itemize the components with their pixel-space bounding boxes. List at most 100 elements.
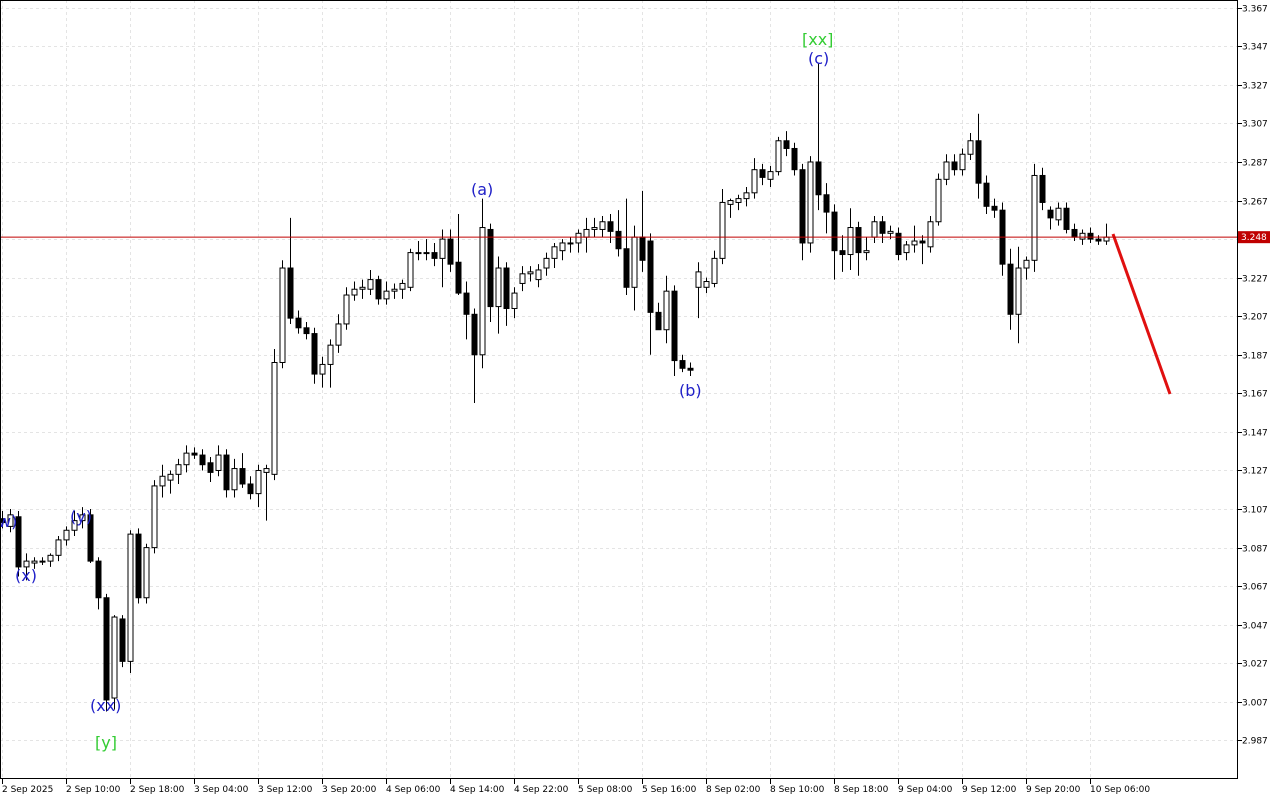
y-tick-label: 3.367 bbox=[1242, 5, 1268, 15]
candle-body bbox=[407, 252, 414, 288]
candle-body bbox=[255, 469, 262, 495]
candle-body bbox=[783, 140, 790, 149]
y-tick-label: 3.107 bbox=[1242, 506, 1268, 516]
candle-body bbox=[431, 252, 438, 259]
candle-body bbox=[79, 514, 86, 522]
candle-body bbox=[559, 242, 566, 252]
candle-body bbox=[415, 252, 422, 255]
candle-body bbox=[631, 236, 638, 288]
candle-body bbox=[919, 240, 926, 244]
candle-body bbox=[15, 516, 22, 568]
candle-body bbox=[663, 290, 670, 331]
candle-body bbox=[735, 198, 742, 203]
candle-body bbox=[167, 473, 174, 481]
candles bbox=[0, 63, 1110, 712]
y-tick-label: 3.007 bbox=[1242, 699, 1268, 709]
x-tick-label: 3 Sep 20:00 bbox=[322, 785, 377, 795]
candle-body bbox=[47, 554, 54, 562]
candle-body bbox=[1055, 207, 1062, 221]
candle-body bbox=[55, 539, 62, 556]
candle-body bbox=[1023, 259, 1030, 269]
candle-body bbox=[767, 171, 774, 180]
candle-body bbox=[1071, 228, 1078, 238]
candle-body bbox=[935, 178, 942, 223]
y-tick-label: 3.307 bbox=[1242, 120, 1268, 130]
candle-body bbox=[319, 363, 326, 375]
candle-body bbox=[711, 257, 718, 284]
x-tick-label: 8 Sep 18:00 bbox=[834, 785, 889, 795]
candle-body bbox=[1007, 263, 1014, 315]
candle-body bbox=[951, 161, 958, 171]
candle-body bbox=[879, 221, 886, 234]
candle-body bbox=[751, 169, 758, 194]
candle-body bbox=[815, 161, 822, 196]
candle-body bbox=[903, 244, 910, 254]
x-tick-label: 4 Sep 14:00 bbox=[450, 785, 505, 795]
candle-body bbox=[743, 192, 750, 200]
wave-label: (c) bbox=[808, 49, 829, 68]
candle-body bbox=[1063, 207, 1070, 230]
candle-body bbox=[823, 194, 830, 213]
candle-body bbox=[287, 267, 294, 319]
candle-body bbox=[535, 269, 542, 281]
y-tick-label: 3.187 bbox=[1242, 352, 1268, 362]
x-tick-label: 5 Sep 16:00 bbox=[642, 785, 697, 795]
candle-body bbox=[991, 205, 998, 211]
candle-body bbox=[967, 140, 974, 155]
y-tick-label: 3.067 bbox=[1242, 583, 1268, 593]
candle-body bbox=[1087, 232, 1094, 240]
candle-body bbox=[791, 147, 798, 171]
candle-body bbox=[527, 271, 534, 275]
x-tick-label: 2 Sep 2025 bbox=[2, 785, 53, 795]
x-tick-label: 4 Sep 06:00 bbox=[386, 785, 441, 795]
x-tick-label: 10 Sep 06:00 bbox=[1090, 785, 1150, 795]
y-tick-label: 3.027 bbox=[1242, 660, 1268, 670]
candle-body bbox=[367, 279, 374, 290]
wave-label: (x) bbox=[15, 566, 37, 585]
candle-body bbox=[623, 248, 630, 288]
candle-body bbox=[1103, 236, 1110, 242]
candle-body bbox=[503, 267, 510, 310]
candle-body bbox=[271, 362, 278, 475]
candle-body bbox=[607, 221, 614, 232]
candle-body bbox=[71, 520, 78, 531]
candle-body bbox=[207, 462, 214, 473]
y-tick-label: 3.227 bbox=[1242, 275, 1268, 285]
candle-body bbox=[615, 230, 622, 250]
candle-body bbox=[1047, 209, 1054, 219]
candle-body bbox=[0, 518, 6, 524]
candle-body bbox=[575, 232, 582, 244]
candle-body bbox=[183, 452, 190, 466]
candle-body bbox=[871, 221, 878, 238]
wave-label: (y) bbox=[70, 507, 92, 526]
candle-body bbox=[959, 153, 966, 171]
candle-body bbox=[863, 250, 870, 254]
x-tick-label: 3 Sep 04:00 bbox=[194, 785, 249, 795]
candle-body bbox=[39, 560, 46, 563]
candle-body bbox=[231, 468, 238, 491]
wave-label: [xx] bbox=[802, 30, 833, 49]
candle-body bbox=[151, 485, 158, 549]
candle-body bbox=[703, 281, 710, 288]
candle-body bbox=[263, 468, 270, 473]
grid bbox=[0, 0, 1238, 779]
current-price-box bbox=[1238, 231, 1270, 244]
current-price-label: 3.248 bbox=[1241, 233, 1267, 243]
candle-body bbox=[343, 294, 350, 325]
x-tick-label: 8 Sep 02:00 bbox=[706, 785, 761, 795]
candle-body bbox=[23, 560, 30, 568]
candle-body bbox=[111, 616, 118, 699]
candle-body bbox=[855, 227, 862, 254]
candle-body bbox=[247, 483, 254, 495]
candle-body bbox=[927, 221, 934, 248]
y-tick-label: 3.127 bbox=[1242, 467, 1268, 477]
candle-body bbox=[223, 454, 230, 491]
candle-body bbox=[103, 597, 110, 701]
candle-body bbox=[591, 227, 598, 230]
candle-body bbox=[159, 475, 166, 487]
candle-body bbox=[495, 267, 502, 308]
y-tick-label: 3.267 bbox=[1242, 198, 1268, 208]
overlay: 2.987 3.007 3.027 3.047 3.067 3.087 3.107 3.127… bbox=[0, 5, 1270, 795]
candle-body bbox=[543, 257, 550, 269]
